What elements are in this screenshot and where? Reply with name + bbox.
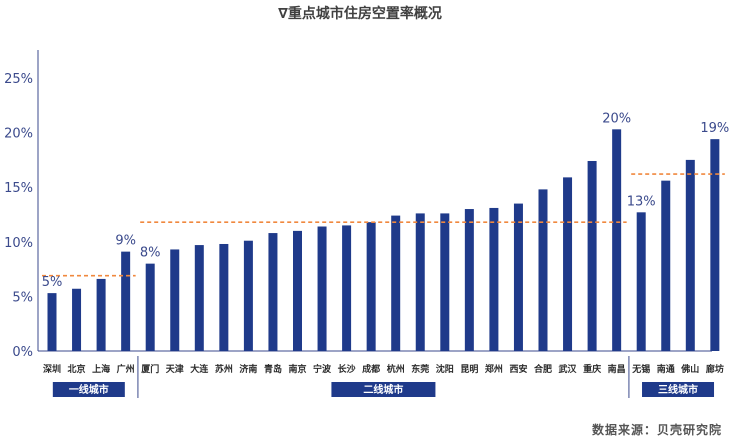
bar-厦门 bbox=[145, 263, 155, 351]
source-note: 数据来源：贝壳研究院 bbox=[592, 422, 722, 437]
x-tick-label: 佛山 bbox=[680, 363, 699, 375]
x-tick-label: 青岛 bbox=[264, 363, 282, 375]
bar-东莞 bbox=[415, 213, 425, 351]
bar-成都 bbox=[366, 222, 376, 351]
bar-合肥 bbox=[538, 189, 548, 351]
chart-title: ∇重点城市住房空置率概况 bbox=[278, 5, 442, 22]
group-label: 三线城市 bbox=[658, 383, 698, 396]
x-tick-label: 无锡 bbox=[631, 363, 650, 375]
bar-廊坊 bbox=[710, 139, 720, 351]
x-tick-label: 郑州 bbox=[485, 363, 503, 375]
bar-佛山 bbox=[685, 159, 695, 351]
x-tick-label: 厦门 bbox=[141, 363, 159, 375]
plot-area: 0% 5% 10% 15% 20% 25% 深圳 北京 上海 广州 厦门 天津 大连 苏州 济南 青岛 南京 宁波… bbox=[4, 50, 729, 398]
bar-南京 bbox=[293, 230, 302, 351]
data-label: 9% bbox=[115, 234, 136, 249]
x-tick-label: 武汉 bbox=[559, 363, 578, 375]
y-tick-label: 15% bbox=[4, 181, 33, 196]
group-label-box bbox=[52, 382, 125, 397]
bar-杭州 bbox=[391, 215, 401, 351]
group-label-box bbox=[642, 382, 715, 397]
x-tick-label: 南京 bbox=[288, 363, 306, 375]
bar-广州 bbox=[121, 251, 131, 351]
x-tick-label: 西安 bbox=[509, 363, 527, 375]
group-label: 一线城市 bbox=[69, 383, 109, 396]
x-tick-label: 长沙 bbox=[338, 363, 356, 375]
x-tick-label: 大连 bbox=[190, 363, 209, 375]
bar-北京 bbox=[72, 288, 82, 351]
bar-宁波 bbox=[317, 226, 327, 351]
x-tick-label: 深圳 bbox=[43, 363, 61, 375]
bar-大连 bbox=[194, 245, 204, 351]
bar-武汉 bbox=[563, 177, 573, 351]
y-tick-label: 25% bbox=[4, 72, 33, 87]
x-tick-label: 广州 bbox=[117, 363, 135, 375]
y-tick-label: 5% bbox=[12, 290, 33, 305]
x-tick-label: 东莞 bbox=[411, 363, 429, 375]
bar-苏州 bbox=[219, 243, 229, 351]
y-tick-label: 0% bbox=[12, 345, 33, 360]
data-label: 19% bbox=[700, 121, 729, 136]
bar-郑州 bbox=[489, 207, 499, 351]
y-tick-label: 20% bbox=[4, 127, 33, 142]
bar-上海 bbox=[96, 278, 106, 351]
x-tick-label: 宁波 bbox=[313, 363, 332, 375]
data-label: 8% bbox=[140, 246, 161, 261]
bar-西安 bbox=[513, 203, 523, 351]
bar-南通 bbox=[661, 180, 671, 351]
bar-昆明 bbox=[464, 209, 474, 351]
x-tick-label: 南昌 bbox=[608, 363, 626, 375]
bar-重庆 bbox=[587, 160, 597, 351]
bar-长沙 bbox=[342, 225, 352, 351]
x-tick-label: 济南 bbox=[239, 363, 257, 375]
x-tick-label: 北京 bbox=[68, 363, 86, 375]
bar-沈阳 bbox=[440, 213, 450, 351]
data-label: 20% bbox=[602, 111, 631, 126]
bar-南昌 bbox=[612, 129, 622, 351]
x-tick-label: 上海 bbox=[92, 363, 110, 375]
bar-济南 bbox=[243, 240, 253, 351]
x-tick-label: 合肥 bbox=[534, 363, 552, 375]
x-tick-label: 成都 bbox=[362, 363, 380, 375]
group-label-box bbox=[331, 382, 436, 397]
x-tick-label: 天津 bbox=[166, 363, 184, 375]
x-tick-label: 杭州 bbox=[387, 363, 405, 375]
group-label: 二线城市 bbox=[363, 383, 403, 396]
x-tick-label: 南通 bbox=[657, 363, 675, 375]
x-tick-label: 廊坊 bbox=[706, 363, 724, 375]
bar-深圳 bbox=[47, 293, 57, 351]
data-label: 5% bbox=[42, 275, 63, 290]
x-tick-label: 重庆 bbox=[583, 363, 601, 375]
y-tick-label: 10% bbox=[4, 236, 33, 251]
x-tick-label: 沈阳 bbox=[436, 363, 454, 375]
data-label: 13% bbox=[627, 194, 656, 209]
x-tick-label: 苏州 bbox=[215, 363, 233, 375]
x-tick-label: 昆明 bbox=[460, 364, 478, 375]
bar-无锡 bbox=[636, 212, 646, 351]
bar-天津 bbox=[170, 249, 180, 351]
bar-青岛 bbox=[268, 233, 278, 351]
